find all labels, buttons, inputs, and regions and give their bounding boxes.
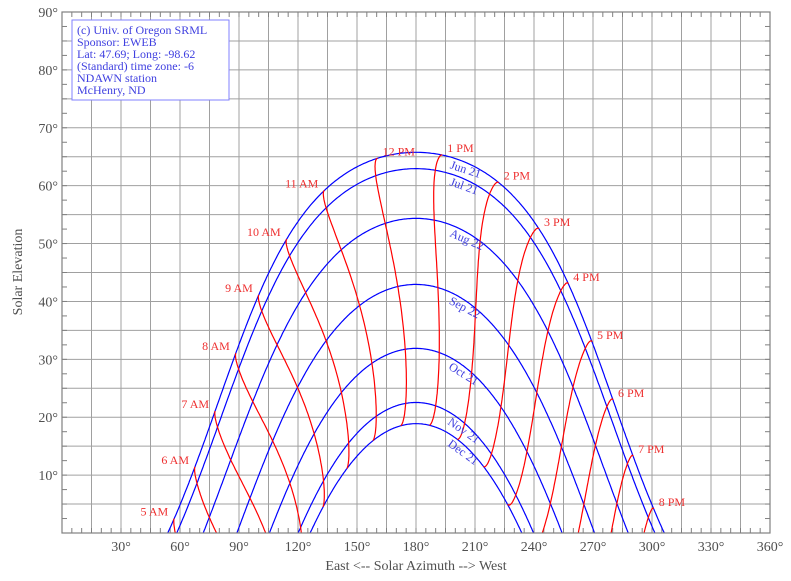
- hour-lines: [173, 154, 655, 533]
- hour-line: [457, 181, 500, 440]
- y-tick-label: 70°: [38, 122, 58, 137]
- y-tick-labels: 10° 20° 30° 40° 50° 60° 70° 80° 90°: [38, 6, 58, 484]
- date-line: [268, 347, 563, 533]
- y-tick-label: 30°: [38, 353, 58, 368]
- info-line: Lat: 47.69; Long: -98.62: [77, 47, 195, 61]
- date-line: [176, 168, 656, 533]
- x-tick-label: 90°: [229, 540, 249, 555]
- hour-label: 5 PM: [597, 328, 624, 342]
- y-tick-label: 90°: [38, 6, 58, 21]
- hour-line: [322, 190, 377, 441]
- hour-label: 7 PM: [638, 442, 665, 456]
- info-line: McHenry, ND: [77, 83, 146, 97]
- grid: [62, 12, 770, 533]
- hour-line: [643, 507, 655, 533]
- y-axis-label: Solar Elevation: [11, 229, 26, 316]
- hour-label: 11 AM: [285, 177, 319, 191]
- hour-label: 6 PM: [618, 386, 645, 400]
- date-line: [309, 422, 523, 533]
- hour-line: [374, 157, 407, 427]
- y-tick-label: 20°: [38, 411, 58, 426]
- hour-label: 6 AM: [161, 453, 189, 467]
- x-tick-label: 30°: [111, 540, 131, 555]
- hour-line: [541, 340, 593, 533]
- hour-line: [257, 294, 325, 508]
- x-tick-label: 300°: [639, 540, 666, 555]
- hour-line: [214, 410, 267, 533]
- plot-frame: [61, 11, 771, 534]
- hour-line: [507, 282, 569, 506]
- x-tick-label: 210°: [462, 540, 489, 555]
- hour-label: 9 AM: [225, 281, 253, 295]
- y-tick-label: 50°: [38, 238, 58, 253]
- hour-label: 3 PM: [544, 215, 571, 229]
- x-tick-label: 240°: [521, 540, 548, 555]
- hour-label: 10 AM: [247, 225, 281, 239]
- hour-label: 8 PM: [659, 495, 686, 509]
- date-label: Oct 21: [446, 359, 481, 388]
- x-tick-label: 180°: [403, 540, 430, 555]
- date-line: [297, 401, 535, 533]
- y-tick-label: 80°: [38, 64, 58, 79]
- y-tick-label: 10°: [38, 469, 58, 484]
- info-line: Sponsor: EWEB: [77, 35, 157, 49]
- hour-label: 4 PM: [573, 270, 600, 284]
- hour-line: [429, 154, 443, 426]
- info-box: (c) Univ. of Oregon SRML Sponsor: EWEB L…: [71, 19, 230, 101]
- x-tick-label: 120°: [285, 540, 312, 555]
- date-label: Aug 22: [448, 226, 486, 253]
- hour-line: [610, 454, 634, 533]
- date-line: [236, 283, 596, 533]
- hour-label: 12 PM: [383, 144, 416, 158]
- x-tick-label: 150°: [344, 540, 371, 555]
- hour-line: [577, 398, 614, 533]
- hour-line: [173, 518, 176, 533]
- x-tick-label: 330°: [698, 540, 725, 555]
- y-tick-label: 60°: [38, 180, 58, 195]
- x-tick-label: 360°: [757, 540, 784, 555]
- hour-label: 5 AM: [141, 505, 169, 519]
- hour-line: [285, 238, 350, 469]
- hour-label: 2 PM: [504, 169, 531, 183]
- y-tick-label: 40°: [38, 295, 58, 310]
- x-tick-label: 60°: [170, 540, 190, 555]
- hour-line: [234, 352, 302, 533]
- x-axis-label: East <-- Solar Azimuth --> West: [325, 559, 506, 574]
- x-tick-label: 270°: [580, 540, 607, 555]
- date-line: [167, 151, 665, 533]
- x-tick-labels: 30° 60° 90° 120° 150° 180° 210° 240° 270° 300° 330…: [111, 540, 783, 555]
- hour-label: 8 AM: [202, 339, 230, 353]
- info-line: (Standard) time zone: -6: [77, 59, 194, 73]
- hour-label: 7 AM: [181, 397, 209, 411]
- info-line: NDAWN station: [77, 71, 157, 85]
- info-line: (c) Univ. of Oregon SRML: [77, 23, 207, 37]
- hour-line: [194, 466, 218, 533]
- hour-line: [483, 227, 540, 468]
- hour-label: 1 PM: [447, 141, 474, 155]
- date-label: Sep 22: [447, 294, 483, 322]
